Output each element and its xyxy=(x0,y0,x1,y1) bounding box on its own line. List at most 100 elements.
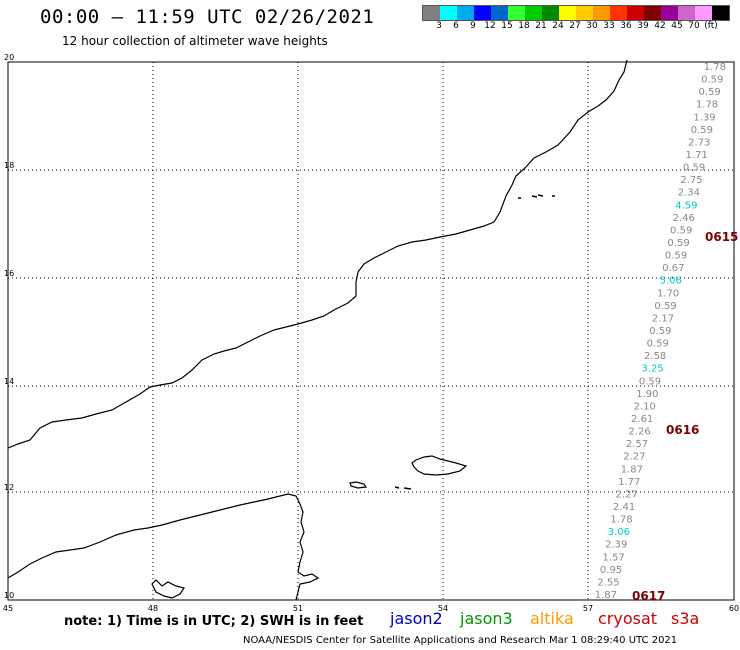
track-value: 1.78 xyxy=(704,62,726,73)
track-value: 0.59 xyxy=(701,75,723,86)
track-value: 0.59 xyxy=(639,376,661,387)
track-value: 2.26 xyxy=(628,427,650,438)
scale-label: 30 xyxy=(586,21,598,31)
track-value: 1.57 xyxy=(603,552,625,563)
scale-swatch xyxy=(627,6,644,20)
color-scale-labels: 3 6 9 12 15 18 21 24 27 30 33 36 39 42 45 70 (ft) xyxy=(422,21,740,33)
scale-label: 6 xyxy=(453,21,459,31)
coastline-horn-of-africa xyxy=(7,493,320,601)
map-title: 00:00 — 11:59 UTC 02/26/2021 xyxy=(40,6,375,28)
scale-swatch xyxy=(491,6,508,20)
track-value: 3.06 xyxy=(608,527,630,538)
track-value: 4.59 xyxy=(675,200,697,211)
track-value: 2.73 xyxy=(688,137,710,148)
lat-tick-label: 16 xyxy=(4,269,14,278)
track-value: 1.78 xyxy=(610,515,632,526)
satellite-legend-item: jason3 xyxy=(460,609,513,628)
scale-label: 33 xyxy=(603,21,615,31)
scale-label: 36 xyxy=(620,21,632,31)
scale-label: 3 xyxy=(436,21,442,31)
track-value: 1.71 xyxy=(686,150,708,161)
track-value: 0.95 xyxy=(600,565,622,576)
track-value: 1.70 xyxy=(657,288,679,299)
scale-swatch xyxy=(661,6,678,20)
pass-times: 0615 0616 0617 xyxy=(632,230,738,603)
lon-tick-label: 60 xyxy=(729,604,739,613)
track-value: 0.59 xyxy=(699,87,721,98)
track-value: 0.59 xyxy=(683,163,705,174)
track-value: 2.75 xyxy=(680,175,702,186)
scale-label: 15 xyxy=(501,21,513,31)
lat-tick-label: 14 xyxy=(4,377,14,386)
island-somali-coast xyxy=(151,579,185,599)
lon-tick-label: 57 xyxy=(583,604,593,613)
note-text: note: 1) Time is in UTC; 2) SWH is in fe… xyxy=(64,614,364,629)
scale-swatch xyxy=(712,6,729,20)
lat-tick-label: 12 xyxy=(4,483,14,492)
track-value: 2.58 xyxy=(644,351,666,362)
track-value: 0.59 xyxy=(665,251,687,262)
track-value: 2.46 xyxy=(673,213,695,224)
track-value: 2.55 xyxy=(597,577,619,588)
map-ticks: 45 48 51 54 57 60 20 18 16 14 12 10 xyxy=(3,53,739,613)
altimeter-track: 1.780.590.591.781.390.592.731.710.592.75… xyxy=(595,62,726,601)
scale-label: 39 xyxy=(637,21,649,31)
track-value: 0.59 xyxy=(667,238,689,249)
lat-tick-label: 18 xyxy=(4,161,14,170)
track-value: 2.10 xyxy=(634,401,656,412)
track-value: 2.41 xyxy=(613,502,635,513)
lon-tick-label: 54 xyxy=(438,604,448,613)
scale-swatch xyxy=(474,6,491,20)
track-value: 1.87 xyxy=(595,590,617,601)
scale-label: 27 xyxy=(569,21,581,31)
scale-label: 42 xyxy=(654,21,666,31)
track-value: 0.59 xyxy=(647,339,669,350)
scale-swatch xyxy=(695,6,712,20)
track-value: 0.67 xyxy=(662,263,684,274)
island-socotra xyxy=(411,455,468,476)
islet-brothers xyxy=(394,486,412,490)
track-value: 0.59 xyxy=(691,125,713,136)
lat-tick-label: 10 xyxy=(4,591,14,600)
map-frame xyxy=(7,61,735,601)
satellite-legend-item: s3a xyxy=(671,609,700,628)
credit-line: NOAA/NESDIS Center for Satellite Applica… xyxy=(243,635,678,646)
pass-time-label: 0615 xyxy=(705,230,738,244)
scale-swatch xyxy=(542,6,559,20)
track-value: 2.27 xyxy=(616,489,638,500)
track-value: 2.57 xyxy=(626,439,648,450)
track-value: 2.39 xyxy=(605,540,627,551)
lon-tick-label: 48 xyxy=(148,604,158,613)
scale-swatch xyxy=(440,6,457,20)
scale-swatch xyxy=(423,6,440,20)
satellite-legend-item: cryosat xyxy=(598,609,658,628)
scale-label: 12 xyxy=(484,21,496,31)
track-value: 0.59 xyxy=(670,225,692,236)
map-grid xyxy=(8,62,734,600)
scale-label: 45 xyxy=(671,21,683,31)
track-value: 1.78 xyxy=(696,100,718,111)
track-value: 0.59 xyxy=(654,301,676,312)
satellite-legend-item: jason2 xyxy=(390,609,443,628)
track-value: 3.25 xyxy=(641,364,663,375)
track-value: 5.06 xyxy=(660,276,682,287)
scale-label: 24 xyxy=(552,21,564,31)
track-value: 2.27 xyxy=(623,452,645,463)
pass-time-label: 0617 xyxy=(632,589,665,603)
scale-swatch xyxy=(508,6,525,20)
scale-swatch xyxy=(559,6,576,20)
coastline-arabian-peninsula xyxy=(7,59,628,449)
map-subtitle: 12 hour collection of altimeter wave hei… xyxy=(62,34,328,48)
track-value: 2.34 xyxy=(678,188,700,199)
lat-tick-label: 20 xyxy=(4,53,14,62)
lon-tick-label: 45 xyxy=(3,604,13,613)
scale-swatch xyxy=(644,6,661,20)
track-value: 1.77 xyxy=(618,477,640,488)
track-value: 1.39 xyxy=(693,112,715,123)
track-value: 2.61 xyxy=(631,414,653,425)
island-abd-al-kuri xyxy=(349,481,368,489)
track-value: 0.59 xyxy=(649,326,671,337)
scale-swatch xyxy=(576,6,593,20)
pass-time-label: 0616 xyxy=(666,423,699,437)
